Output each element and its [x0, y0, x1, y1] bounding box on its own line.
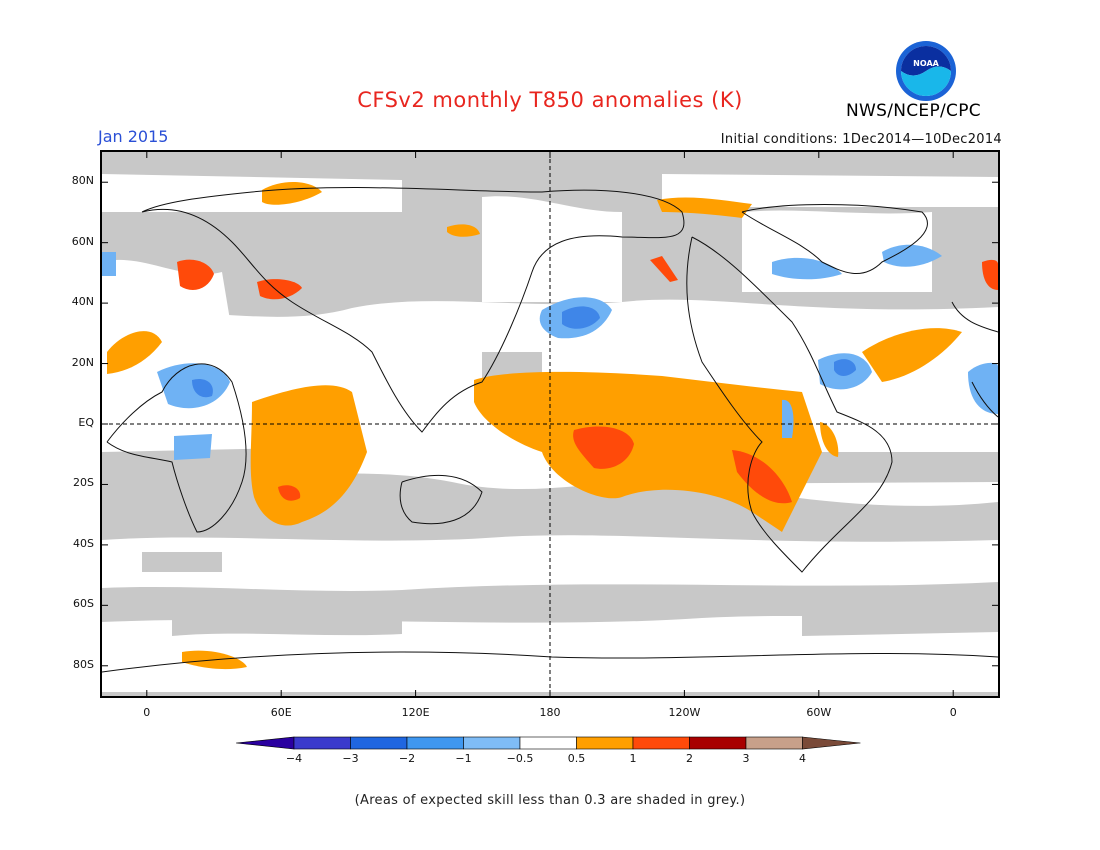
lat-label: 20S — [73, 476, 94, 490]
lat-label: 60S — [73, 597, 94, 611]
map-ticks — [102, 152, 998, 696]
colorbar-label: 4 — [799, 752, 806, 765]
lat-label: 20N — [71, 355, 94, 369]
colorbar-swatch — [745, 736, 803, 750]
lon-label: 0 — [949, 706, 957, 719]
chart-title: CFSv2 monthly T850 anomalies (K) — [357, 88, 743, 112]
colorbar-swatch — [350, 736, 408, 750]
noaa-logo-text: NOAA — [913, 59, 939, 68]
skill-note: (Areas of expected skill less than 0.3 a… — [354, 793, 746, 808]
initial-conditions: Initial conditions: 1Dec2014—10Dec2014 — [720, 132, 1002, 147]
lon-label: 180 — [539, 706, 561, 719]
colorbar-swatch — [406, 736, 464, 750]
noaa-logo: NOAA — [895, 40, 957, 102]
lon-label: 60W — [806, 706, 832, 719]
colorbar-swatch — [632, 736, 690, 750]
colorbar-label: 2 — [686, 752, 693, 765]
forecast-period: Jan 2015 — [98, 127, 169, 146]
lat-label: 80S — [73, 657, 94, 671]
colorbar — [236, 736, 861, 750]
colorbar-swatch — [293, 736, 351, 750]
lat-label: 40S — [73, 536, 94, 550]
colorbar-label: −4 — [285, 752, 303, 765]
lon-label: 120E — [401, 706, 430, 719]
colorbar-label: 3 — [742, 752, 750, 765]
colorbar-min-triangle — [236, 736, 295, 750]
reference-lines — [102, 152, 998, 696]
lon-label: 120W — [668, 706, 701, 719]
colorbar-label: −2 — [398, 752, 416, 765]
colorbar-swatch — [519, 736, 577, 750]
colorbar-swatch — [463, 736, 521, 750]
colorbar-swatch — [689, 736, 747, 750]
agency-label: NWS/NCEP/CPC — [846, 101, 981, 121]
colorbar-label: −3 — [342, 752, 359, 765]
lat-label: 40N — [71, 295, 94, 309]
colorbar-label: 0.5 — [567, 752, 586, 765]
colorbar-max-triangle — [802, 736, 861, 750]
colorbar-label: 1 — [629, 752, 637, 765]
colorbar-swatch — [576, 736, 634, 750]
strong-positive-anomaly-regions — [177, 256, 998, 504]
lon-label: 0 — [143, 706, 151, 719]
strong-negative-anomaly-regions — [192, 306, 856, 398]
lat-label: 60N — [71, 234, 94, 248]
colorbar-label: −1 — [455, 752, 472, 765]
anomaly-map — [100, 150, 1000, 698]
lat-label: 80N — [71, 174, 94, 188]
coastlines — [102, 187, 998, 673]
lat-label: EQ — [78, 416, 94, 429]
lon-label: 60E — [270, 706, 292, 719]
colorbar-label: −0.5 — [506, 752, 534, 765]
